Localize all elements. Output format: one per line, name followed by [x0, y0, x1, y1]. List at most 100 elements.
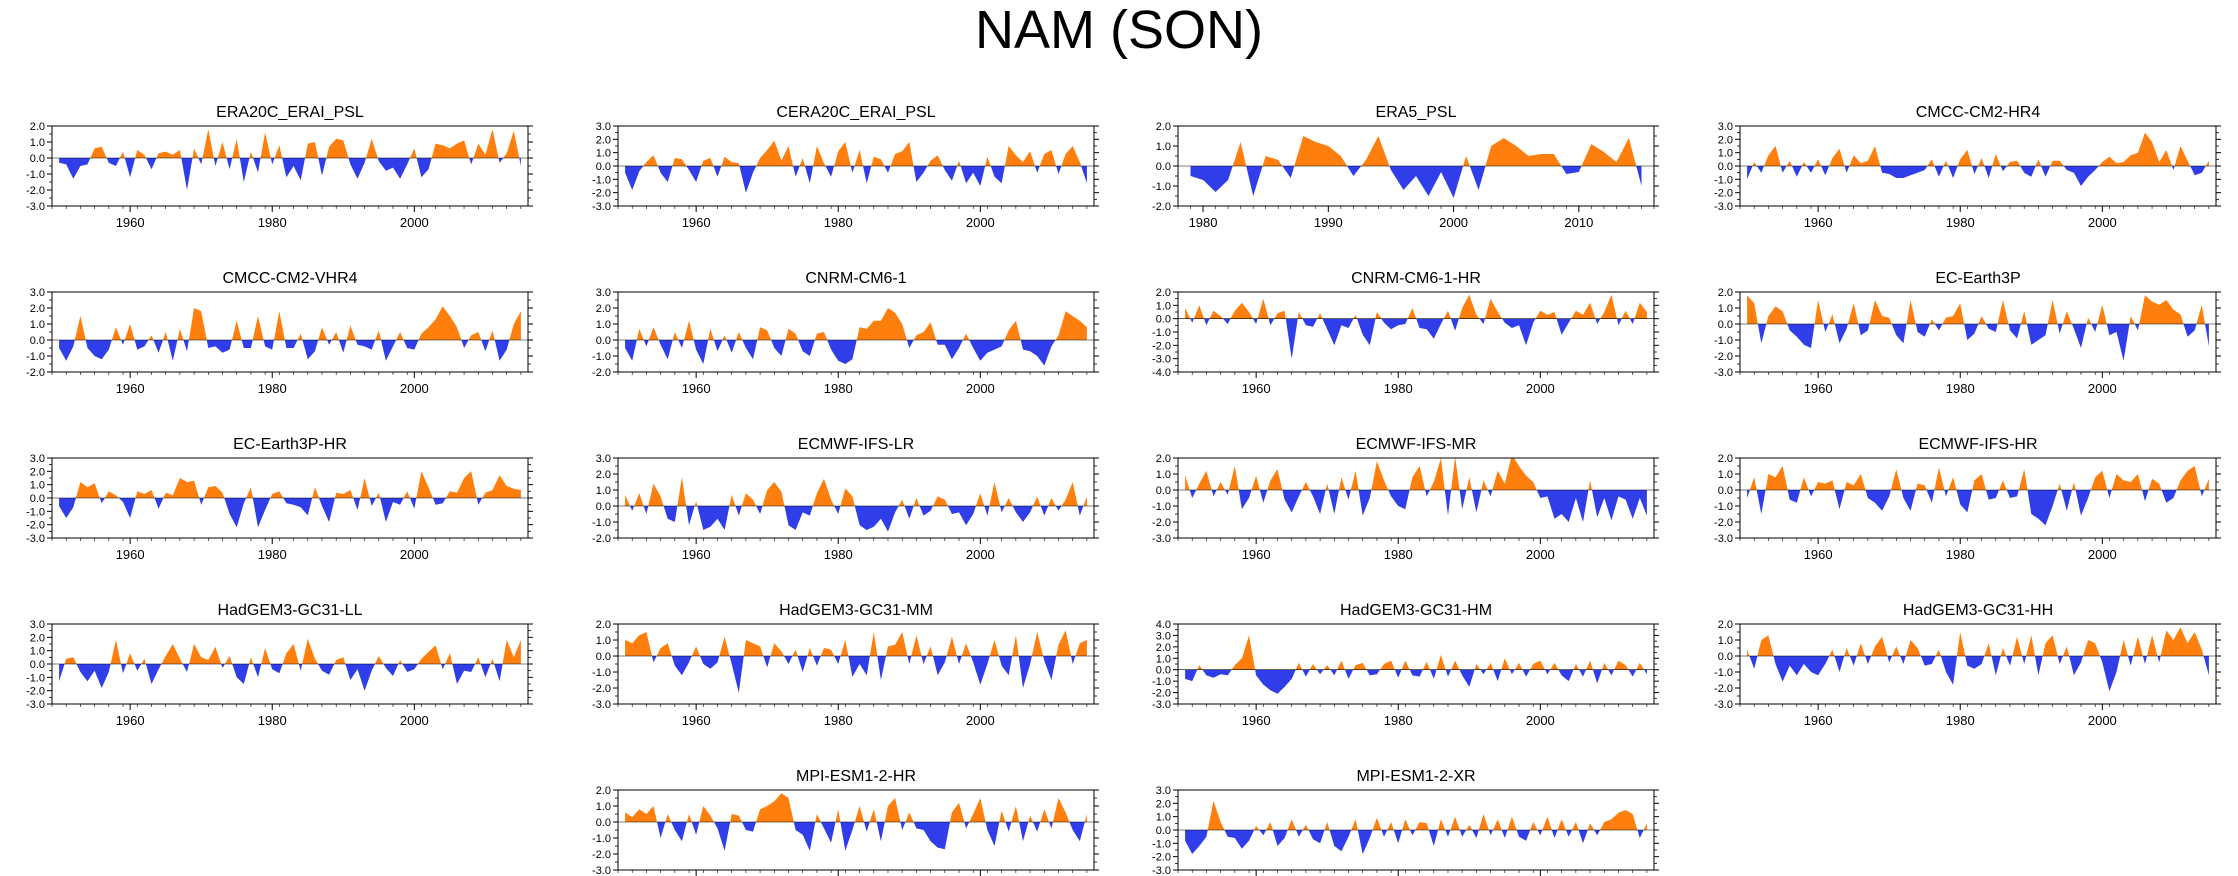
negative-area-mpi-esm1-2-hr: [625, 822, 1087, 851]
panel-title: CNRM-CM6-1-HR: [1351, 270, 1481, 287]
y-tick-label: -2.0: [1152, 201, 1171, 213]
negative-area-era20c-erai-psl: [59, 158, 521, 190]
x-tick-label: 1980: [1189, 215, 1218, 230]
y-tick-label: 2.0: [30, 466, 45, 478]
y-tick-label: 0.0: [1156, 825, 1171, 837]
panel-title: MPI-ESM1-2-HR: [796, 768, 916, 785]
panel-title: ECMWF-IFS-HR: [1918, 436, 2037, 453]
y-tick-label: -1.0: [1714, 501, 1733, 513]
x-tick-label: 1960: [682, 381, 711, 396]
y-tick-label: 0.0: [1718, 319, 1733, 331]
y-tick-label: -2.0: [26, 185, 45, 197]
panel-era20c-erai-psl: ERA20C_ERAI_PSL 2.0 1.0 0.0 -1.0 -2.0 -3.0 1960…: [26, 104, 533, 230]
panel-mpi-esm1-2-xr: MPI-ESM1-2-XR3.02.01.00.0-1.0-2.0-3.0196…: [1152, 768, 1659, 876]
negative-area-cmcc-cm2-vhr4: [59, 340, 521, 361]
y-tick-label: -3.0: [592, 699, 611, 711]
positive-area-ecmwf-ifs-lr: [625, 477, 1087, 506]
y-tick-label: -1.0: [592, 833, 611, 845]
plot-frame: [617, 457, 1095, 539]
y-tick-label: 0.0: [596, 161, 611, 173]
y-tick-label: -1.0: [1152, 838, 1171, 850]
positive-area-cmcc-cm2-hr4: [1747, 132, 2209, 166]
y-tick-label: 2.0: [1156, 798, 1171, 810]
x-tick-label: 2000: [400, 713, 429, 728]
x-tick-label: 2000: [1526, 547, 1555, 562]
x-tick-label: 1960: [1804, 215, 1833, 230]
panel-cnrm-cm6-1-hr: CNRM-CM6-1-HR 2.01.0 0.0-1.0-2.0 -3.0-4.0 19…: [1152, 270, 1659, 396]
panel-title: HadGEM3-GC31-HM: [1340, 602, 1492, 619]
y-tick-label: -3.0: [1714, 699, 1733, 711]
y-tick-label: 1.0: [1156, 653, 1171, 665]
y-tick-label: -3.0: [592, 201, 611, 213]
x-tick-label: 1960: [116, 547, 145, 562]
y-tick-label: 2.0: [1156, 287, 1171, 299]
y-tick-label: 2.0: [596, 134, 611, 146]
y-tick-label: -2.0: [1714, 351, 1733, 363]
y-tick-label: 3.0: [596, 453, 611, 465]
positive-area-hadgem3-gc31-hm: [1185, 635, 1647, 670]
y-tick-label: -1.0: [26, 169, 45, 181]
negative-area-ecmwf-ifs-mr: [1185, 490, 1647, 522]
x-tick-label: 1980: [258, 713, 287, 728]
x-tick-label: 2000: [1526, 713, 1555, 728]
y-tick-label: -1.0: [592, 351, 611, 363]
y-tick-label: 2.0: [1156, 121, 1171, 133]
x-tick-label: 1980: [824, 215, 853, 230]
y-tick-label: -1.0: [1714, 174, 1733, 186]
x-tick-label: 2000: [2088, 215, 2117, 230]
y-tick-label: 0.0: [596, 501, 611, 513]
panel-cera20c-erai-psl: CERA20C_ERAI_PSL 3.02.0 1.00.0-1.0 -2.0-3.0…: [592, 104, 1099, 230]
x-tick-label: 1960: [682, 547, 711, 562]
x-tick-label: 2000: [1439, 215, 1468, 230]
negative-area-hadgem3-gc31-hh: [1747, 656, 2209, 692]
y-tick-label: -1.0: [26, 672, 45, 684]
y-tick-label: 1.0: [1718, 303, 1733, 315]
y-tick-label: -3.0: [1714, 533, 1733, 545]
x-tick-label: 1980: [824, 713, 853, 728]
x-tick-label: 1960: [682, 713, 711, 728]
y-tick-label: -3.0: [1152, 354, 1171, 366]
panel-ec-earth3p: EC-Earth3P 2.0 1.0 0.0 -1.0 -2.0 -3.0 1960 1980 2…: [1714, 270, 2221, 396]
y-tick-label: -2.0: [1152, 688, 1171, 700]
x-tick-label: 1980: [1384, 713, 1413, 728]
y-tick-label: 1.0: [596, 801, 611, 813]
negative-area-ecmwf-ifs-lr: [625, 506, 1087, 532]
y-tick-label: -3.0: [1152, 699, 1171, 711]
negative-area-mpi-esm1-2-xr: [1185, 830, 1647, 854]
x-tick-label: 1980: [1384, 547, 1413, 562]
y-tick-label: -2.0: [26, 686, 45, 698]
panel-cmcc-cm2-hr4: CMCC-CM2-HR4 3.02.0 1.00.0-1.0 -2.0-3.0 1960…: [1714, 104, 2221, 230]
panel-hadgem3-gc31-hh: HadGEM3-GC31-HH 2.0 1.0 0.0 -1.0 -2.0 -3.0 1960…: [1714, 602, 2221, 728]
y-tick-label: -4.0: [1152, 367, 1171, 379]
x-tick-label: 1960: [1804, 547, 1833, 562]
y-tick-label: 3.0: [1718, 121, 1733, 133]
x-tick-label: 1980: [824, 547, 853, 562]
y-tick-label: -2.0: [592, 849, 611, 861]
panel-era5-psl: ERA5_PSL 2.0 1.0 0.0 -1.0 -2.0 1980 1990 2000 201…: [1152, 104, 1659, 230]
x-tick-label: 1980: [1946, 713, 1975, 728]
y-tick-label: -2.0: [592, 533, 611, 545]
y-tick-label: 0.0: [596, 651, 611, 663]
panel-ecmwf-ifs-lr: ECMWF-IFS-LR 3.0 2.0 1.0 0.0 -1.0 -2.0 1960 1980…: [592, 436, 1099, 562]
y-tick-label: 2.0: [1156, 453, 1171, 465]
x-tick-label: 2000: [966, 547, 995, 562]
y-tick-label: -2.0: [26, 520, 45, 532]
positive-area-cnrm-cm6-1: [625, 308, 1087, 340]
positive-area-cnrm-cm6-1-hr: [1185, 294, 1647, 319]
y-tick-label: -2.0: [1714, 683, 1733, 695]
x-tick-label: 2000: [1526, 381, 1555, 396]
y-tick-label: 0.0: [596, 335, 611, 347]
y-tick-label: -1.0: [1152, 501, 1171, 513]
y-tick-label: 0.0: [1156, 314, 1171, 326]
y-tick-label: 2.0: [596, 303, 611, 315]
negative-area-ecmwf-ifs-hr: [1747, 490, 2209, 526]
x-tick-label: 1980: [824, 381, 853, 396]
negative-area-cnrm-cm6-1-hr: [1185, 318, 1647, 359]
positive-area-hadgem3-gc31-ll: [59, 638, 521, 664]
y-tick-label: -3.0: [26, 201, 45, 213]
y-tick-label: -2.0: [1152, 340, 1171, 352]
y-tick-label: -1.0: [592, 517, 611, 529]
x-tick-label: 2010: [1564, 215, 1593, 230]
panel-title: MPI-ESM1-2-XR: [1356, 768, 1475, 785]
y-tick-label: 4.0: [1156, 619, 1171, 631]
